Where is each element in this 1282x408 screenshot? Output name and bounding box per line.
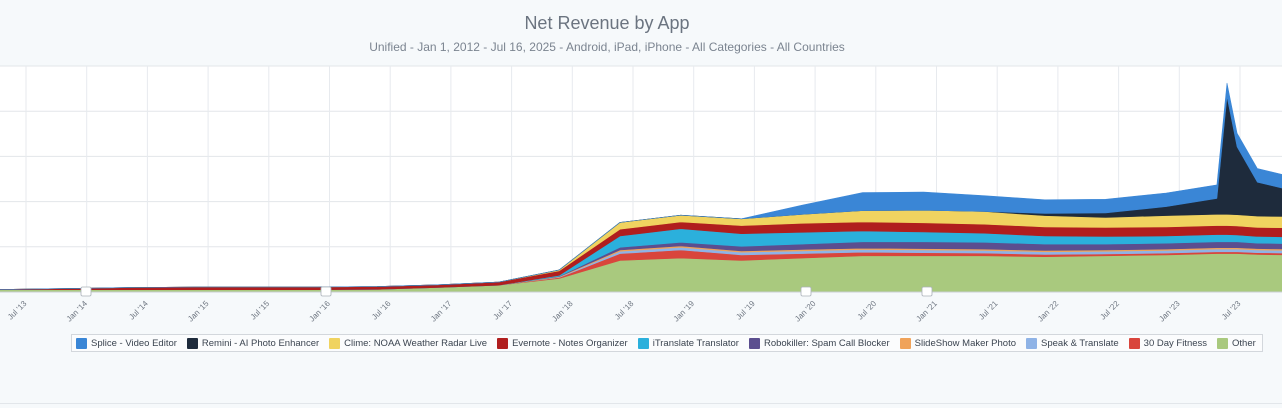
- legend-item[interactable]: iTranslate Translator: [637, 337, 739, 349]
- legend-item[interactable]: Other: [1217, 337, 1256, 349]
- legend-label: Clime: NOAA Weather Radar Live: [344, 337, 488, 349]
- legend-label: Evernote - Notes Organizer: [512, 337, 628, 349]
- legend-label: Splice - Video Editor: [91, 337, 177, 349]
- x-tick-label: Jan '14: [65, 299, 90, 324]
- legend-swatch: [1026, 337, 1038, 349]
- x-tick-label: Jul '22: [1098, 299, 1121, 322]
- x-tick-label: Jul '13: [6, 299, 29, 322]
- x-tick-label: Jul '15: [249, 299, 272, 322]
- event-flag-icon: [800, 286, 812, 297]
- legend-label: 30 Day Fitness: [1143, 337, 1208, 349]
- legend-swatch: [748, 337, 760, 349]
- event-flag-icon: [921, 286, 933, 297]
- x-tick-label: Jul '23: [1220, 299, 1243, 322]
- legend-item[interactable]: SlideShow Maker Photo: [899, 337, 1017, 349]
- chart-legend: Splice - Video Editor Remini - AI Photo E…: [71, 334, 1263, 352]
- legend-label: iTranslate Translator: [652, 337, 739, 349]
- x-tick-label: Jan '19: [672, 299, 697, 324]
- event-flag-icon: [320, 286, 332, 297]
- x-tick-label: Jan '22: [1036, 299, 1061, 324]
- x-tick-label: Jan '20: [793, 299, 818, 324]
- legend-label: Speak & Translate: [1041, 337, 1119, 349]
- x-tick-label: Jan '21: [914, 299, 939, 324]
- x-tick-label: Jan '17: [429, 299, 454, 324]
- legend-item[interactable]: Robokiller: Spam Call Blocker: [748, 337, 890, 349]
- legend-label: Robokiller: Spam Call Blocker: [763, 337, 890, 349]
- legend-swatch: [329, 337, 341, 349]
- legend-item[interactable]: Evernote - Notes Organizer: [497, 337, 628, 349]
- legend-item[interactable]: 30 Day Fitness: [1128, 337, 1208, 349]
- x-tick-label: Jan '15: [186, 299, 211, 324]
- x-tick-label: Jan '18: [550, 299, 575, 324]
- legend-label: Other: [1232, 337, 1256, 349]
- x-tick-label: Jul '19: [734, 299, 757, 322]
- x-tick-label: Jul '18: [613, 299, 636, 322]
- area-splice-video-editor: [0, 82, 1282, 290]
- legend-swatch: [1128, 337, 1140, 349]
- chart-subtitle: Unified - Jan 1, 2012 - Jul 16, 2025 - A…: [369, 40, 845, 54]
- legend-item[interactable]: Splice - Video Editor: [76, 337, 177, 349]
- chart-title: Net Revenue by App: [524, 13, 690, 33]
- legend-item[interactable]: Remini - AI Photo Enhancer: [186, 337, 320, 349]
- legend-swatch: [497, 337, 509, 349]
- x-tick-label: Jul '21: [977, 299, 1000, 322]
- legend-swatch: [1217, 337, 1229, 349]
- x-tick-label: Jan '23: [1157, 299, 1182, 324]
- x-tick-label: Jul '14: [127, 299, 150, 322]
- legend-swatch: [186, 337, 198, 349]
- divider: [0, 403, 1282, 404]
- legend-label: Remini - AI Photo Enhancer: [201, 337, 320, 349]
- legend-item[interactable]: Speak & Translate: [1026, 337, 1119, 349]
- x-tick-label: Jul '17: [491, 299, 514, 322]
- legend-item[interactable]: Clime: NOAA Weather Radar Live: [329, 337, 488, 349]
- legend-swatch: [899, 337, 911, 349]
- x-tick-label: Jul '20: [856, 299, 879, 322]
- event-flag-icon: [80, 286, 92, 297]
- x-tick-label: Jul '16: [370, 299, 393, 322]
- legend-label: SlideShow Maker Photo: [914, 337, 1017, 349]
- legend-swatch: [76, 337, 87, 349]
- legend-swatch: [637, 337, 649, 349]
- x-tick-label: Jan '16: [307, 299, 332, 324]
